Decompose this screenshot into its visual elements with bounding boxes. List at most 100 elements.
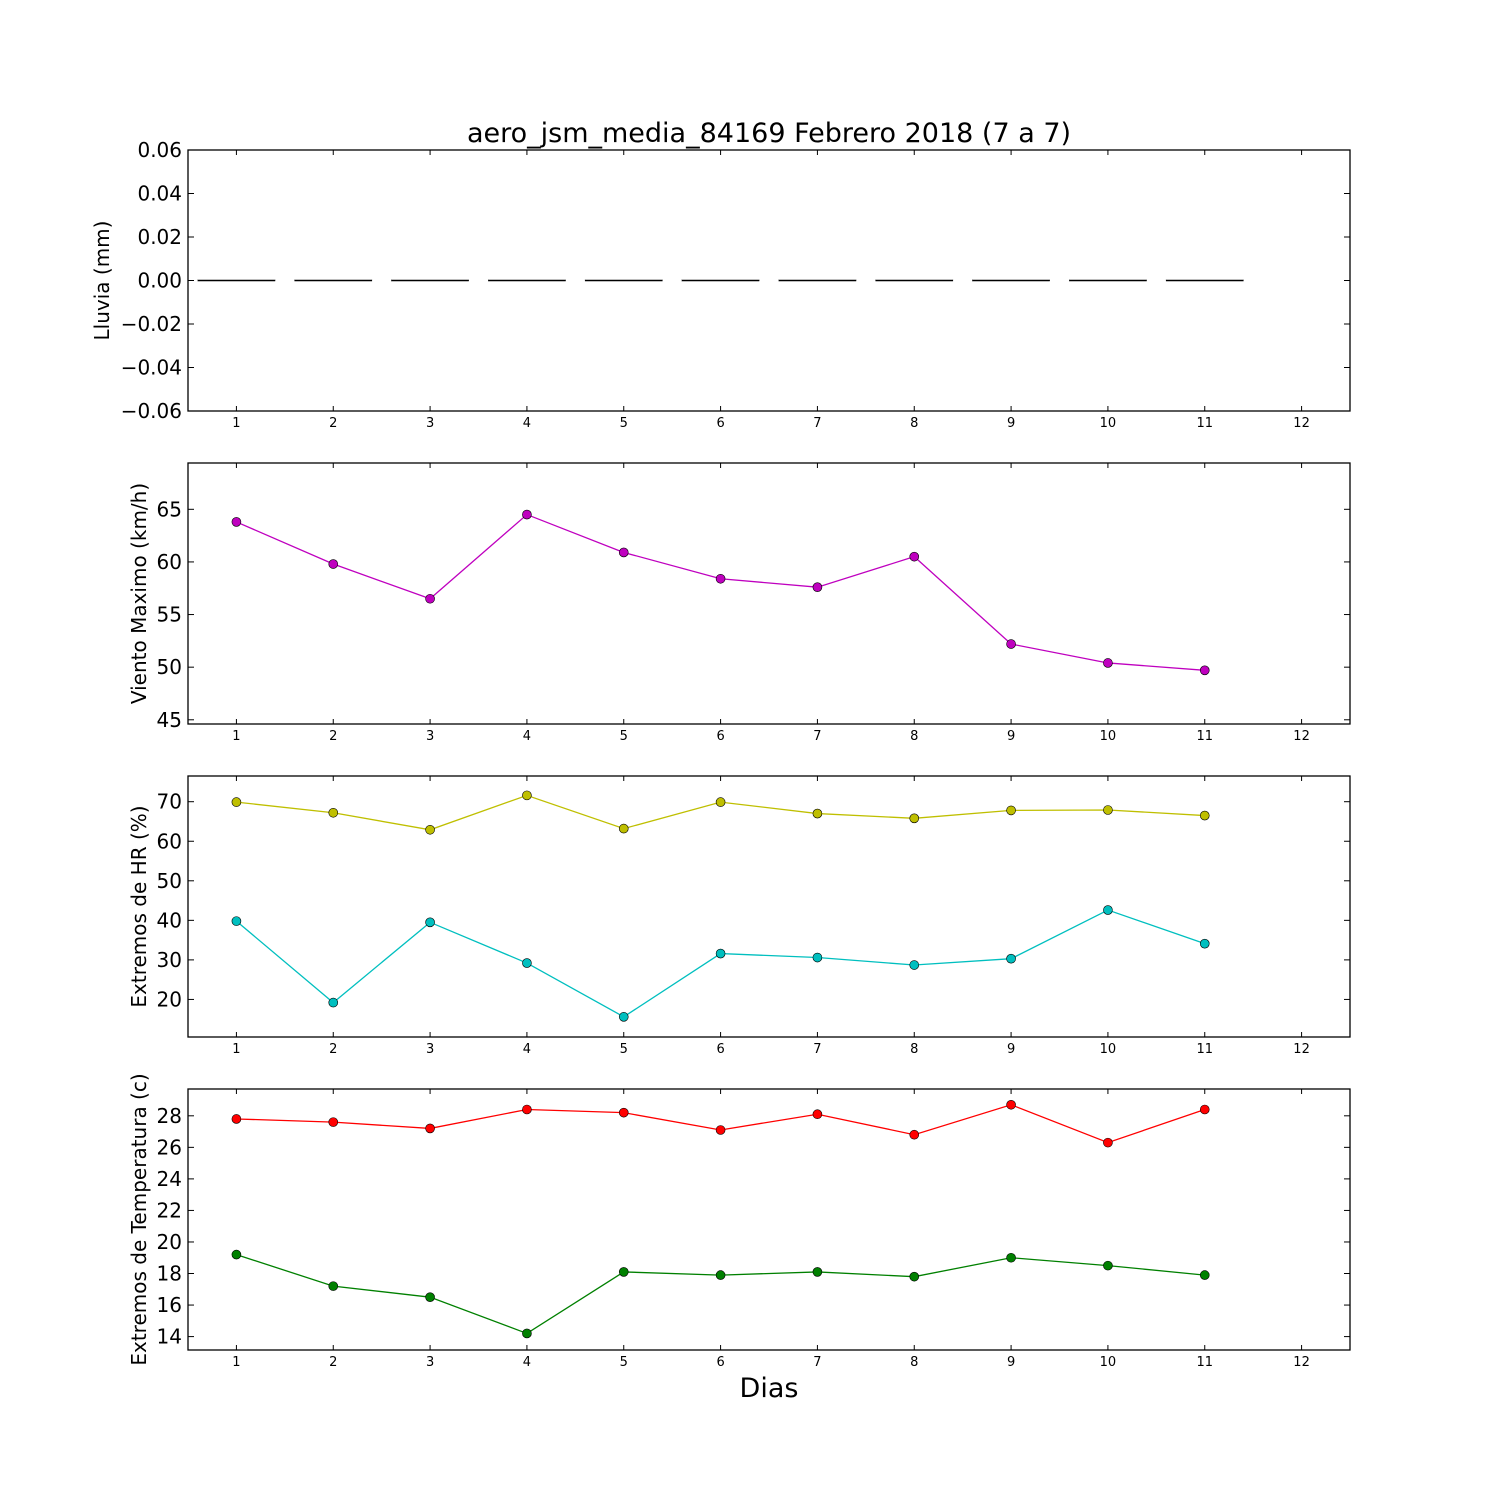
data-point (618, 1012, 629, 1022)
x-tick-label: 4 (523, 729, 531, 744)
data-point (1103, 1137, 1113, 1148)
bar (972, 279, 1050, 282)
x-tick-label: 11 (1196, 416, 1213, 431)
data-point (812, 952, 823, 963)
data-point (425, 1123, 435, 1134)
x-tick-label: 1 (232, 729, 240, 744)
data-point (909, 1129, 920, 1140)
plot-frame (187, 1088, 1351, 1351)
x-tick-label: 6 (716, 1042, 724, 1057)
bar (391, 279, 469, 282)
x-tick-label: 9 (1007, 1042, 1015, 1057)
x-tick-label: 12 (1293, 729, 1310, 744)
bar (294, 279, 373, 282)
bar (778, 279, 857, 282)
chart-title: aero_jsm_media_84169 Febrero 2018 (7 a 7… (467, 118, 1071, 149)
panel-1: 1 2 3 4 5 6 7 8 9 10 11 12−0.06−0.04−0.020.000.020.… (90, 138, 1351, 431)
x-tick-label: 2 (329, 1042, 337, 1057)
data-point (231, 1114, 242, 1124)
data-point (812, 1109, 823, 1120)
y-tick-label: −0.06 (121, 399, 182, 423)
x-tick-label: 8 (910, 1355, 918, 1370)
y-tick-label: 0.06 (137, 138, 182, 162)
bar (875, 279, 954, 282)
data-point (425, 824, 435, 835)
x-tick-label: 9 (1007, 729, 1015, 744)
x-tick-label: 10 (1100, 1355, 1117, 1370)
data-point (522, 509, 532, 520)
x-tick-label: 7 (813, 729, 821, 744)
data-point (715, 573, 726, 584)
data-point (522, 1104, 532, 1115)
plot-frame (187, 462, 1351, 725)
data-point (1006, 805, 1016, 816)
data-point (425, 593, 435, 604)
series-1-line (236, 513, 1205, 671)
data-point (231, 916, 242, 926)
data-point (715, 797, 726, 807)
data-point (812, 1267, 823, 1277)
x-tick-label: 11 (1196, 729, 1213, 744)
bar (1165, 279, 1244, 282)
data-point (328, 807, 339, 818)
x-tick-label: 1 (232, 416, 240, 431)
x-tick-label: 10 (1100, 416, 1117, 431)
y-axis-label: Lluvia (mm) (90, 221, 114, 341)
data-point (715, 1270, 726, 1280)
y-tick-label: 20 (157, 1230, 182, 1254)
y-tick-label: 55 (157, 603, 182, 627)
data-point (231, 797, 242, 807)
data-point (1199, 810, 1210, 821)
x-tick-label: 6 (716, 416, 724, 431)
x-tick-label: 9 (1007, 1355, 1015, 1370)
x-tick-label: 8 (910, 416, 918, 431)
y-tick-label: 40 (157, 908, 182, 932)
data-point (522, 790, 532, 801)
x-tick-label: 12 (1293, 1042, 1310, 1057)
y-tick-label: 28 (157, 1104, 182, 1128)
bar (584, 279, 663, 282)
series-1-line (236, 1104, 1205, 1144)
data-point (909, 1271, 920, 1282)
x-tick-label: 7 (813, 1355, 821, 1370)
data-point (1199, 665, 1210, 676)
x-tick-label: 1 (232, 1355, 240, 1370)
y-tick-label: 18 (157, 1262, 182, 1286)
data-point (328, 559, 339, 569)
bar (488, 279, 566, 282)
x-tick-label: 8 (910, 1042, 918, 1057)
data-point (1199, 1104, 1210, 1115)
x-tick-label: 5 (620, 1355, 628, 1370)
data-point (1103, 905, 1113, 915)
data-point (425, 1292, 435, 1302)
y-axis-label: Extremos de HR (%) (127, 805, 151, 1007)
x-tick-label: 5 (620, 729, 628, 744)
x-tick-label: 12 (1293, 416, 1310, 431)
x-tick-label: 5 (620, 416, 628, 431)
y-tick-label: 26 (157, 1135, 182, 1159)
data-point (328, 997, 339, 1008)
y-tick-label: 24 (157, 1167, 182, 1191)
data-point (328, 1281, 339, 1291)
data-point (1103, 805, 1113, 815)
y-tick-label: 65 (157, 497, 182, 521)
data-point (618, 1107, 629, 1118)
x-tick-label: 8 (910, 729, 918, 744)
data-point (522, 1328, 532, 1339)
y-tick-label: −0.04 (121, 356, 182, 380)
x-tick-label: 4 (523, 416, 531, 431)
y-tick-label: 0.02 (137, 225, 182, 249)
y-axis-label: Extremos de Temperatura (c) (127, 1073, 151, 1365)
x-tick-label: 3 (426, 1355, 434, 1370)
x-tick-label: 3 (426, 416, 434, 431)
data-point (812, 808, 823, 819)
data-point (618, 823, 629, 834)
y-tick-label: −0.02 (121, 312, 182, 336)
data-point (1103, 1260, 1113, 1271)
y-tick-label: 70 (157, 790, 182, 814)
data-point (909, 551, 920, 562)
data-point (425, 917, 435, 928)
